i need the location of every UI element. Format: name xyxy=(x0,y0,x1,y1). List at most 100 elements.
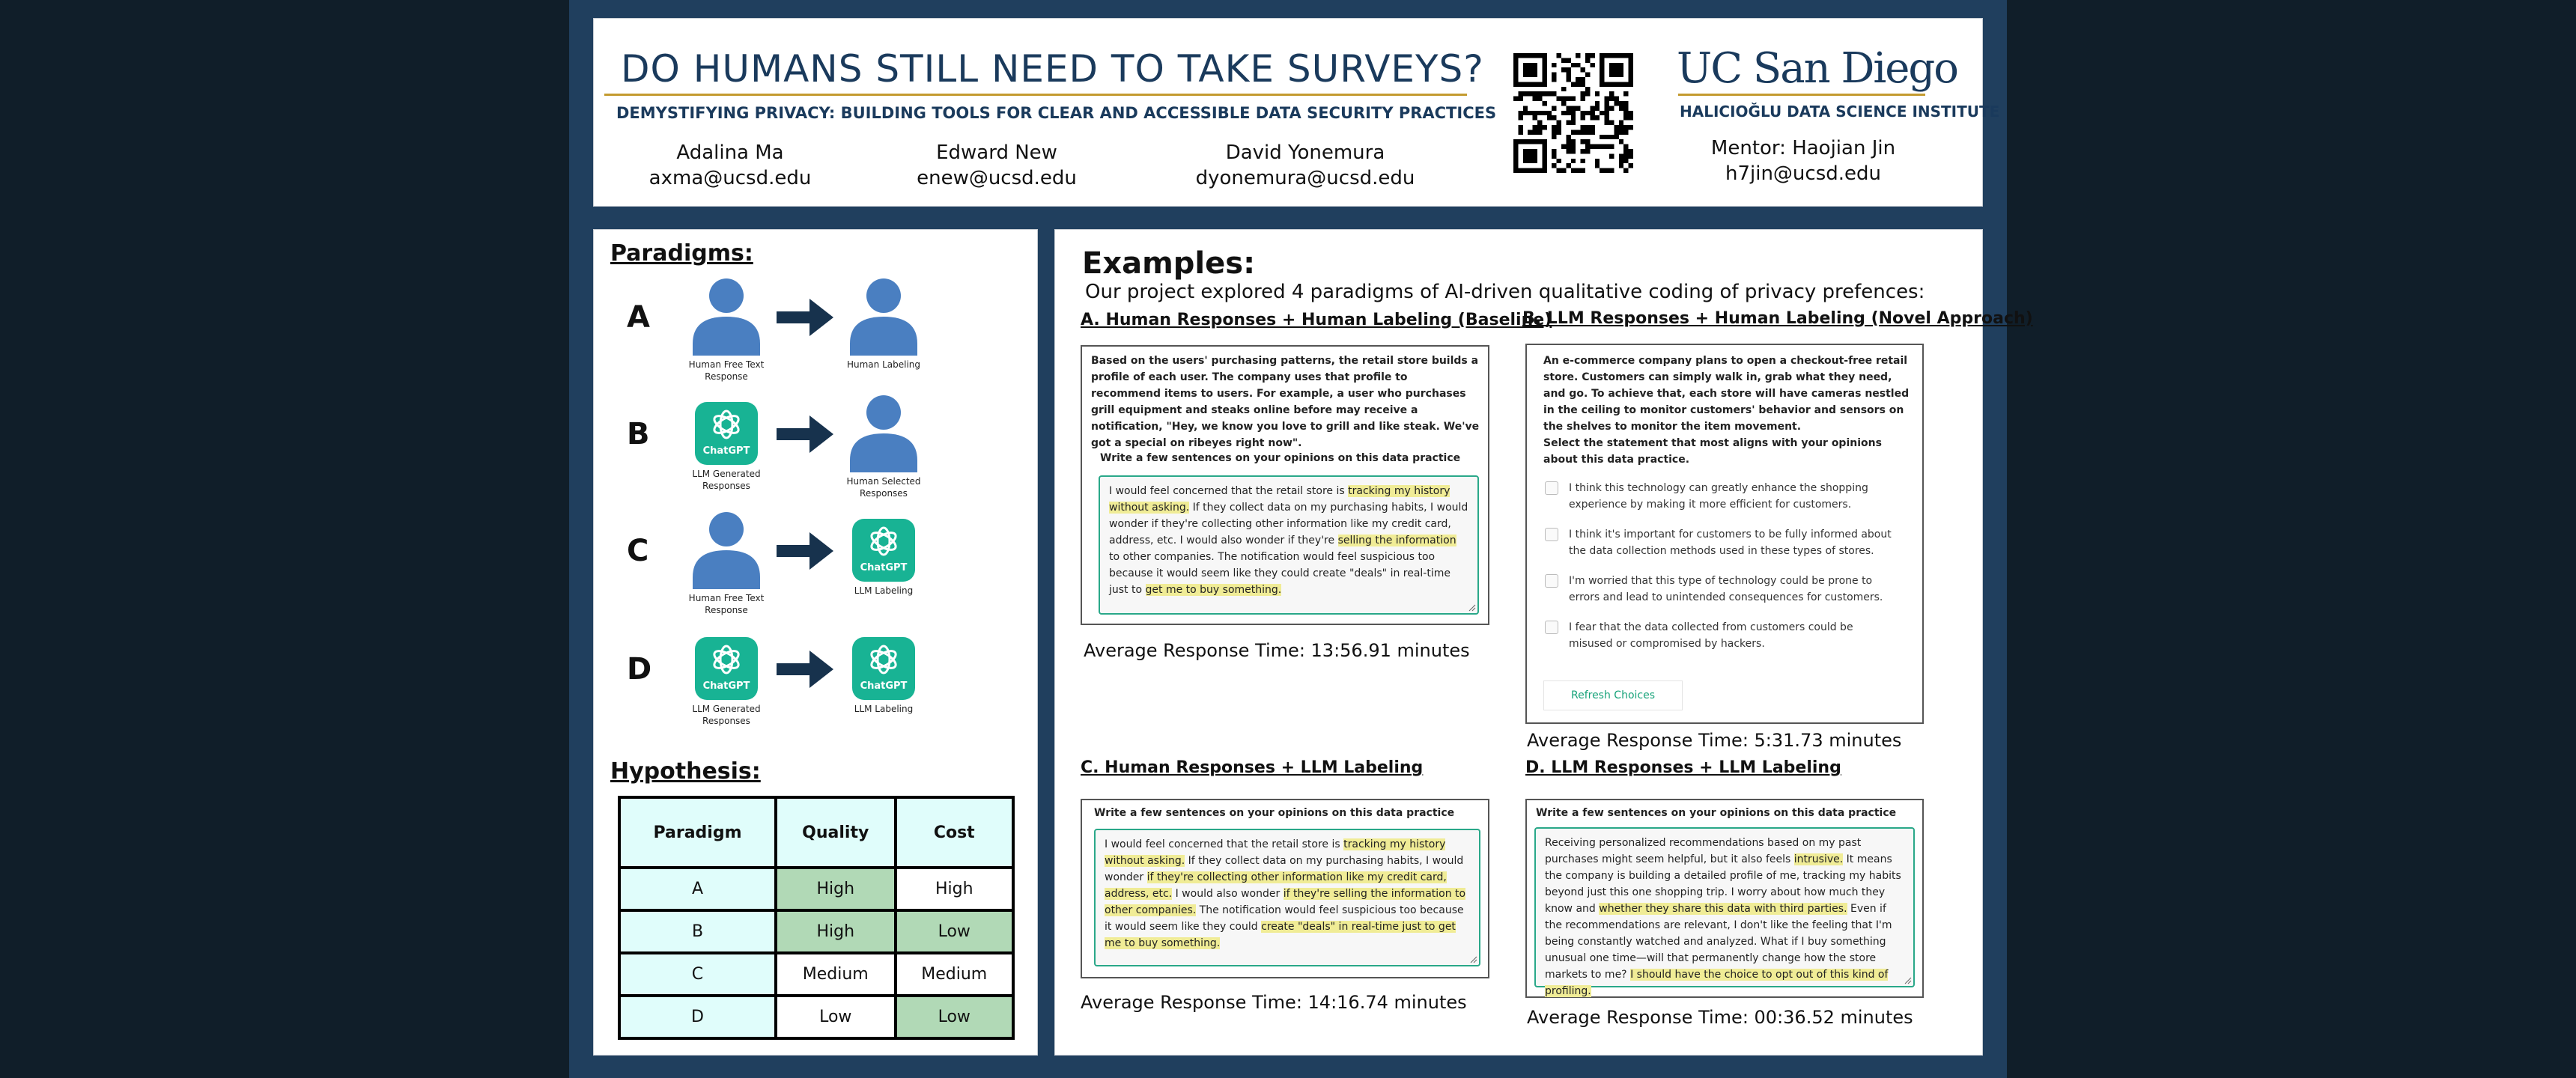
paradigm-cell: C xyxy=(618,951,777,997)
paradigm-letter: D xyxy=(627,652,652,686)
scenario-text: Based on the users' purchasing patterns,… xyxy=(1091,355,1480,449)
response-text: It means the company is building a detai… xyxy=(1545,853,1901,915)
poster-title: DO HUMANS STILL NEED TO TAKE SURVEYS? xyxy=(621,47,1484,91)
right-arrow-icon xyxy=(777,651,833,688)
author-name: Adalina Ma xyxy=(676,141,784,164)
highlighted-phrase: get me to buy something. xyxy=(1145,584,1282,596)
paradigm-cell: D xyxy=(618,994,777,1040)
prompt-label: Write a few sentences on your opinions o… xyxy=(1536,807,1897,819)
prompt-label: Write a few sentences on your opinions o… xyxy=(1094,807,1455,819)
response-textarea[interactable]: I would feel concerned that the retail s… xyxy=(1099,475,1479,615)
choice-label: I'm worried that this type of technology… xyxy=(1569,575,1883,603)
right-arrow-icon xyxy=(777,532,833,570)
chatgpt-icon: ChatGPT xyxy=(695,402,758,465)
response-text: I would feel concerned that the retail s… xyxy=(1109,485,1349,497)
person-icon xyxy=(848,395,919,472)
example-c-title: C. Human Responses + LLM Labeling xyxy=(1081,758,1424,777)
choice-option[interactable]: I think this technology can greatly enha… xyxy=(1545,480,1897,513)
examples-heading: Examples: xyxy=(1082,246,1256,281)
table-row: A High High xyxy=(618,866,1015,912)
choice-option[interactable]: I think it's important for customers to … xyxy=(1545,526,1897,559)
response-text: I would feel concerned that the retail s… xyxy=(1105,838,1344,850)
example-a-avg-time: Average Response Time: 13:56.91 minutes xyxy=(1084,640,1470,661)
column-header: Quality xyxy=(774,796,897,869)
checkbox[interactable] xyxy=(1545,574,1558,588)
chatgpt-label: ChatGPT xyxy=(860,680,908,692)
author-2: Edward New enew@ucsd.edu xyxy=(869,140,1124,191)
paradigm-caption: Human Labeling xyxy=(846,359,921,370)
example-d-title: D. LLM Responses + LLM Labeling xyxy=(1525,758,1841,777)
paradigm-cell: A xyxy=(618,866,777,912)
example-b-avg-time: Average Response Time: 5:31.73 minutes xyxy=(1527,730,1902,751)
mentor: Mentor: Haojian Jin h7jin@ucsd.edu xyxy=(1680,135,1927,186)
author-name: Edward New xyxy=(936,141,1057,164)
checkbox[interactable] xyxy=(1545,621,1558,634)
choice-option[interactable]: I'm worried that this type of technology… xyxy=(1545,573,1897,606)
poster: DO HUMANS STILL NEED TO TAKE SURVEYS? D E… xyxy=(569,0,2033,1078)
example-d-avg-time: Average Response Time: 00:36.52 minutes xyxy=(1527,1007,1913,1028)
paradigm-letter: B xyxy=(627,417,650,451)
title-underline xyxy=(604,94,1467,96)
ucsd-logo: UC San Diego xyxy=(1677,44,1959,93)
table-row: B High Low xyxy=(618,909,1015,954)
author-1: Adalina Ma axma@ucsd.edu xyxy=(603,140,857,191)
response-text: to other companies. The notification wou… xyxy=(1109,551,1450,596)
response-textarea[interactable]: Receiving personalized recommendations b… xyxy=(1534,827,1915,997)
table-header-row: Paradigm Quality Cost xyxy=(618,796,1015,869)
cost-cell: Medium xyxy=(893,951,1015,997)
institute-name: HALICIOĞLU DATA SCIENCE INSTITUTE xyxy=(1680,103,2000,121)
highlighted-phrase: whether they share this data with third … xyxy=(1599,903,1847,915)
example-a-screenshot: Based on the users' purchasing patterns,… xyxy=(1081,345,1489,625)
paradigm-caption: LLM Labeling xyxy=(854,585,914,596)
examples-panel: Examples: Our project explored 4 paradig… xyxy=(1054,229,2033,1056)
header-panel: DO HUMANS STILL NEED TO TAKE SURVEYS? DE… xyxy=(593,18,1999,207)
paradigm-letter: A xyxy=(627,300,650,335)
paradigm-caption: Human Selected Responses xyxy=(846,476,921,499)
author-email: axma@ucsd.edu xyxy=(648,167,812,189)
checkbox[interactable] xyxy=(1545,481,1558,495)
column-header: Cost xyxy=(893,796,1015,869)
choice-label: I fear that the data collected from cust… xyxy=(1569,621,1853,650)
person-icon xyxy=(691,278,762,356)
examples-intro: Our project explored 4 paradigms of AI-d… xyxy=(1085,281,1925,303)
example-b-screenshot: An e-commerce company plans to open a ch… xyxy=(1525,344,1924,724)
scenario-text: An e-commerce company plans to open a ch… xyxy=(1543,355,1910,433)
resize-handle-icon[interactable] xyxy=(1470,956,1477,963)
right-arrow-icon xyxy=(777,299,833,336)
paradigms-heading: Paradigms: xyxy=(610,240,753,267)
chatgpt-icon: ChatGPT xyxy=(852,637,915,700)
choice-option[interactable]: I fear that the data collected from cust… xyxy=(1545,619,1897,652)
author-email: dyonemura@ucsd.edu xyxy=(1195,167,1415,189)
author-3: David Yonemura dyonemura@ucsd.edu xyxy=(1178,140,1433,191)
mentor-email: h7jin@ucsd.edu xyxy=(1725,162,1881,185)
response-text: If they collect data on my purchasing ha… xyxy=(1105,855,1464,883)
paradigm-caption: LLM Generated Responses xyxy=(692,704,761,726)
example-c-avg-time: Average Response Time: 14:16.74 minutes xyxy=(1081,992,1467,1013)
choice-label: I think this technology can greatly enha… xyxy=(1569,482,1868,511)
author-email: enew@ucsd.edu xyxy=(917,167,1077,189)
choice-label: I think it's important for customers to … xyxy=(1569,529,1892,557)
example-d-screenshot: Write a few sentences on your opinions o… xyxy=(1525,799,1924,998)
paradigm-cell: B xyxy=(618,909,777,954)
logo-underline xyxy=(1678,94,1925,96)
quality-cell: Medium xyxy=(774,951,897,997)
hypothesis-heading: Hypothesis: xyxy=(610,758,761,785)
chatgpt-label: ChatGPT xyxy=(702,445,750,457)
quality-cell: High xyxy=(774,909,897,954)
resize-handle-icon[interactable] xyxy=(1468,604,1476,612)
highlighted-phrase: intrusive. xyxy=(1793,853,1844,865)
table-row: D Low Low xyxy=(618,994,1015,1040)
response-text: The notification would feel suspicious t… xyxy=(1105,904,1464,933)
chatgpt-label: ChatGPT xyxy=(702,680,750,692)
qr-code-icon[interactable] xyxy=(1513,53,1633,173)
response-text: Receiving personalized recommendations b… xyxy=(1545,837,1862,865)
column-header: Paradigm xyxy=(618,796,777,869)
response-textarea[interactable]: I would feel concerned that the retail s… xyxy=(1094,829,1480,966)
chatgpt-icon: ChatGPT xyxy=(695,637,758,700)
resize-handle-icon[interactable] xyxy=(1904,977,1912,984)
quality-cell: High xyxy=(774,866,897,912)
checkbox[interactable] xyxy=(1545,528,1558,541)
right-arrow-icon xyxy=(777,415,833,453)
example-c-screenshot: Write a few sentences on your opinions o… xyxy=(1081,799,1489,978)
refresh-choices-button[interactable]: Refresh Choices xyxy=(1543,680,1683,710)
